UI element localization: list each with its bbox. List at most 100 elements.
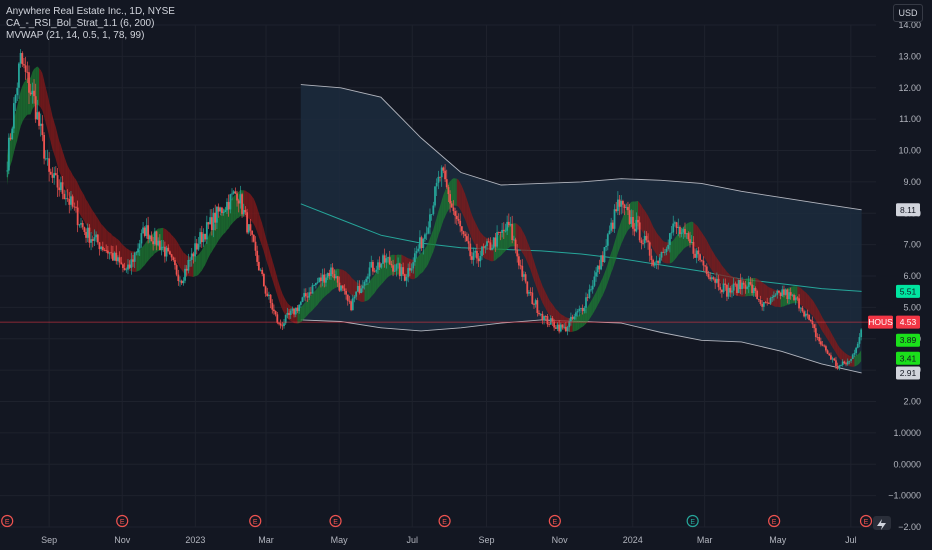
ribbon-segment [84, 195, 87, 225]
ribbon-segment [643, 208, 645, 235]
ribbon-segment [470, 209, 472, 239]
ribbon-segment [475, 222, 477, 249]
ribbon-segment [45, 87, 48, 130]
ribbon-segment [253, 198, 256, 228]
x-tick-label: Sep [41, 535, 57, 545]
candle-body [397, 263, 399, 265]
candle-body [487, 241, 490, 243]
ribbon-segment [599, 280, 602, 303]
ribbon-segment [433, 223, 436, 252]
ribbon-segment [74, 177, 76, 207]
candle-body [769, 297, 772, 304]
candle-body [549, 318, 552, 325]
candle-body [528, 292, 530, 294]
candle-body [489, 242, 492, 250]
x-tick-label: 2023 [185, 535, 205, 545]
ribbon-segment [364, 283, 367, 302]
ribbon-segment [837, 344, 840, 359]
candle-body [83, 227, 86, 232]
ribbon-segment [47, 94, 50, 137]
candle-body [351, 298, 354, 311]
candle-body [6, 170, 9, 172]
candle-body [142, 227, 144, 234]
candle-body [366, 276, 369, 279]
candle-body [492, 237, 495, 248]
candle-body [417, 248, 420, 252]
ribbon-segment [609, 252, 612, 278]
ribbon-segment [89, 204, 92, 233]
candle-body [185, 268, 188, 271]
price-tag-bg [896, 315, 920, 329]
ribbon-segment [198, 252, 201, 275]
ribbon-segment [379, 265, 382, 287]
indicator-mvwap[interactable]: MVWAP (21, 14, 0.5, 1, 78, 99) [6, 30, 145, 41]
price-tag-bg [896, 203, 920, 217]
candle-body [647, 240, 649, 243]
ribbon-segment [263, 229, 266, 259]
indicator-rsi-bol[interactable]: CA_-_RSI_Bol_Strat_1.1 (6, 200) [6, 18, 155, 29]
candle-body [445, 179, 448, 188]
candle-body [814, 328, 817, 338]
candle-body [68, 199, 71, 205]
ribbon-segment [196, 254, 199, 276]
ribbon-segment [438, 206, 441, 236]
price-tag-label: 8.11 [900, 205, 916, 215]
ribbon-segment [367, 281, 370, 301]
ribbon-segment [716, 258, 719, 280]
candle-body [622, 201, 624, 205]
candle-body [341, 285, 344, 289]
ribbon-segment [52, 116, 55, 155]
ribbon-segment [463, 189, 466, 220]
candle-body [791, 294, 794, 296]
y-tick-label: 0.0000 [893, 459, 921, 469]
candle-body [840, 365, 842, 366]
price-tag-green: 3.41 [896, 351, 920, 365]
ribbon-segment [87, 201, 90, 230]
candle-body [566, 327, 569, 332]
candle-body [96, 234, 99, 243]
ribbon-segment [651, 222, 654, 250]
candle-body [806, 313, 809, 315]
candle-body [512, 239, 515, 241]
candle-body [635, 219, 638, 232]
candle-body [726, 284, 728, 297]
ribbon-segment [287, 302, 290, 320]
candle-body [308, 292, 311, 298]
ribbon-segment [42, 73, 45, 117]
candle-body [31, 90, 34, 95]
ribbon-segment [59, 140, 61, 176]
candle-body [652, 260, 655, 266]
candle-body [54, 173, 57, 176]
ribbon-segment [104, 227, 107, 252]
candle-body [365, 278, 368, 282]
ribbon-segment [619, 221, 622, 249]
candle-body [95, 234, 98, 238]
ribbon-segment [86, 199, 88, 227]
candle-body [328, 272, 331, 277]
candle-body [828, 353, 831, 356]
price-tag-label: 3.41 [900, 353, 917, 363]
ribbon-segment [500, 232, 503, 257]
y-axis[interactable]: 14.0013.0012.0011.0010.009.008.007.006.0… [888, 20, 921, 532]
candle-body [481, 246, 483, 256]
earnings-letter: E [690, 519, 695, 526]
candle-body [799, 307, 802, 309]
candle-body [363, 281, 366, 286]
ribbon-segment [710, 246, 712, 271]
candle-body [848, 360, 851, 362]
settings-icon[interactable] [873, 516, 891, 530]
x-axis[interactable]: Sep Nov 2023 Mar May Jul Sep Nov 2024 Mar May Jul [41, 535, 856, 545]
symbol-title[interactable]: Anywhere Real Estate Inc., 1D, NYSE [6, 6, 175, 17]
ribbon-segment [282, 293, 285, 313]
candle-body [221, 207, 223, 214]
ribbon-segment [815, 305, 818, 324]
ribbon-segment [721, 265, 724, 287]
ribbon-segment [533, 261, 536, 286]
candle-body [818, 337, 821, 342]
candle-body [695, 250, 698, 258]
candle-body [469, 243, 472, 257]
candle-body [244, 210, 247, 213]
currency-button[interactable]: USD [893, 4, 923, 22]
candle-body [772, 295, 775, 298]
